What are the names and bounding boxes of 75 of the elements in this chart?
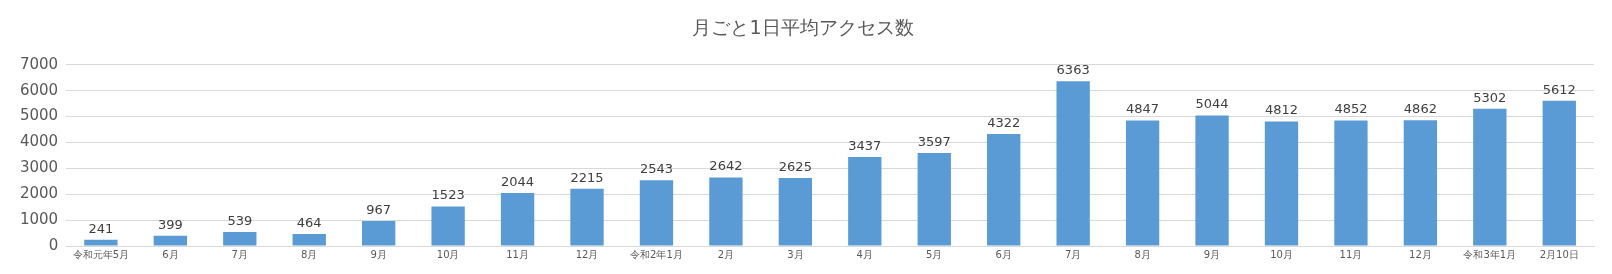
x-tick-label: 12月 bbox=[1409, 248, 1432, 260]
y-tick-label: 3000 bbox=[19, 158, 59, 177]
bar bbox=[1403, 120, 1438, 246]
x-tick-label: 8月 bbox=[1134, 248, 1151, 260]
data-label: 4322 bbox=[987, 115, 1021, 130]
y-tick-label: 5000 bbox=[19, 106, 59, 125]
bar bbox=[223, 232, 257, 246]
data-label: 1523 bbox=[431, 187, 465, 203]
x-tick-label: 10月 bbox=[436, 248, 460, 260]
data-label: 4852 bbox=[1334, 101, 1368, 117]
data-label: 4862 bbox=[1403, 101, 1437, 117]
data-label: 6363 bbox=[1056, 62, 1090, 78]
data-label: 3597 bbox=[917, 133, 951, 149]
data-label: 3437 bbox=[848, 137, 882, 153]
bar bbox=[639, 180, 674, 246]
bar bbox=[1264, 121, 1299, 246]
x-tick-label: 2月10日 bbox=[1539, 248, 1579, 260]
data-label: 2215 bbox=[570, 169, 604, 185]
x-tick-label: 9月 bbox=[370, 248, 387, 260]
data-label: 2625 bbox=[778, 158, 812, 174]
bar bbox=[709, 177, 743, 246]
data-label: 2044 bbox=[501, 173, 535, 189]
data-label: 2543 bbox=[639, 161, 674, 177]
x-tick-label: 4月 bbox=[856, 248, 873, 260]
x-tick-label: 5月 bbox=[926, 248, 943, 260]
bar bbox=[848, 157, 882, 246]
data-label: 967 bbox=[366, 201, 392, 217]
data-label: 241 bbox=[88, 220, 114, 236]
x-tick-label: 12月 bbox=[575, 248, 599, 260]
chart-title: 月ごと1日平均アクセス数 bbox=[692, 16, 914, 39]
x-tick-label: 2月 bbox=[717, 248, 735, 260]
y-tick-label: 4000 bbox=[19, 132, 59, 151]
x-tick-label: 令和2年1月 bbox=[630, 248, 683, 260]
data-label: 2642 bbox=[709, 158, 743, 174]
data-label: 539 bbox=[227, 212, 253, 228]
x-tick-label: 令和元年5月 bbox=[72, 248, 130, 260]
bar bbox=[917, 152, 951, 246]
data-label: 4812 bbox=[1264, 102, 1299, 118]
y-tick-label: 1000 bbox=[19, 210, 59, 228]
x-tick-label: 11月 bbox=[1339, 248, 1363, 260]
bar bbox=[431, 206, 465, 246]
bar bbox=[1125, 120, 1160, 246]
bar bbox=[84, 239, 118, 246]
x-tick-label: 6月 bbox=[995, 248, 1012, 260]
bar bbox=[987, 134, 1021, 246]
y-tick-label: 2000 bbox=[19, 184, 59, 203]
x-tick-label: 9月 bbox=[1203, 248, 1221, 260]
x-tick-label: 10月 bbox=[1270, 248, 1293, 260]
data-label: 4847 bbox=[1126, 101, 1160, 117]
data-label: 464 bbox=[296, 214, 322, 230]
data-label: 5612 bbox=[1542, 81, 1576, 97]
x-tick-label: 8月 bbox=[301, 248, 318, 260]
bar bbox=[1195, 115, 1229, 246]
x-tick-label: 令和3年1月 bbox=[1463, 248, 1517, 260]
bar bbox=[570, 188, 604, 246]
y-tick-label: 0 bbox=[48, 235, 59, 254]
x-tick-label: 3月 bbox=[787, 248, 804, 260]
x-tick-label: 7月 bbox=[1064, 248, 1082, 260]
x-tick-label: 7月 bbox=[231, 248, 248, 260]
x-tick-label: 11月 bbox=[506, 248, 529, 260]
data-label: 399 bbox=[157, 216, 183, 232]
bar bbox=[500, 193, 535, 246]
data-label: 5302 bbox=[1473, 89, 1507, 105]
data-label: 5044 bbox=[1195, 96, 1229, 112]
bar bbox=[1542, 100, 1576, 246]
y-tick-label: 6000 bbox=[19, 80, 59, 99]
bar bbox=[1334, 120, 1368, 246]
bar bbox=[292, 233, 326, 246]
bar bbox=[153, 235, 188, 246]
x-tick-label: 6月 bbox=[162, 248, 179, 260]
bar bbox=[1056, 81, 1090, 246]
bar bbox=[778, 178, 813, 246]
y-tick-label: 7000 bbox=[19, 54, 59, 73]
bar bbox=[1473, 108, 1507, 246]
bar bbox=[362, 220, 396, 246]
